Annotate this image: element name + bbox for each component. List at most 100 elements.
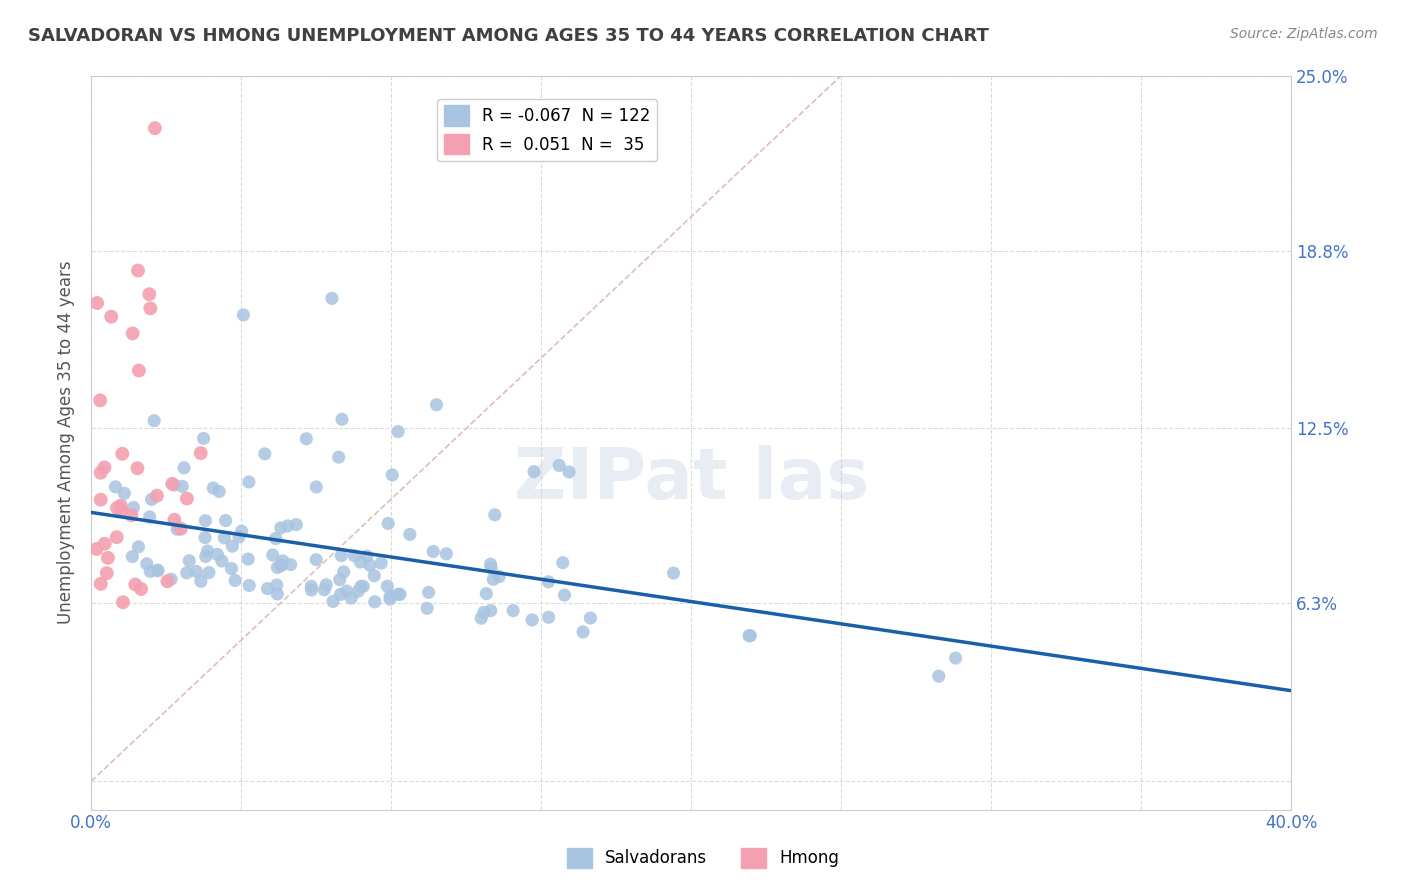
R = -0.067  N = 122 (176, 566, 198, 580)
R =  0.051  N =  35 (121, 326, 143, 341)
R = -0.067  N = 122 (349, 555, 371, 569)
R = -0.067  N = 122 (375, 579, 398, 593)
R = -0.067  N = 122 (740, 629, 762, 643)
R = -0.067  N = 122 (166, 522, 188, 536)
R = -0.067  N = 122 (146, 563, 169, 577)
Text: SALVADORAN VS HMONG UNEMPLOYMENT AMONG AGES 35 TO 44 YEARS CORRELATION CHART: SALVADORAN VS HMONG UNEMPLOYMENT AMONG A… (28, 27, 988, 45)
R =  0.051  N =  35 (111, 595, 134, 609)
R =  0.051  N =  35 (97, 550, 120, 565)
R =  0.051  N =  35 (96, 566, 118, 580)
R = -0.067  N = 122 (416, 601, 439, 615)
R =  0.051  N =  35 (139, 301, 162, 316)
R = -0.067  N = 122 (364, 595, 387, 609)
R = -0.067  N = 122 (356, 549, 378, 563)
R = -0.067  N = 122 (482, 572, 505, 586)
R = -0.067  N = 122 (238, 475, 260, 489)
R = -0.067  N = 122 (738, 629, 761, 643)
R = -0.067  N = 122 (332, 565, 354, 579)
R =  0.051  N =  35 (93, 460, 115, 475)
R = -0.067  N = 122 (387, 587, 409, 601)
R = -0.067  N = 122 (277, 519, 299, 533)
R = -0.067  N = 122 (202, 481, 225, 495)
R = -0.067  N = 122 (179, 554, 201, 568)
Text: ZIPat las: ZIPat las (513, 445, 869, 514)
R =  0.051  N =  35 (86, 541, 108, 556)
R = -0.067  N = 122 (537, 610, 560, 624)
R = -0.067  N = 122 (163, 478, 186, 492)
R =  0.051  N =  35 (90, 576, 112, 591)
R = -0.067  N = 122 (945, 651, 967, 665)
R = -0.067  N = 122 (143, 414, 166, 428)
R = -0.067  N = 122 (138, 510, 160, 524)
R = -0.067  N = 122 (190, 574, 212, 589)
R = -0.067  N = 122 (399, 527, 422, 541)
R = -0.067  N = 122 (104, 480, 127, 494)
R = -0.067  N = 122 (470, 611, 492, 625)
R = -0.067  N = 122 (146, 564, 169, 578)
R = -0.067  N = 122 (418, 585, 440, 599)
R =  0.051  N =  35 (110, 503, 132, 517)
R = -0.067  N = 122 (321, 292, 343, 306)
R = -0.067  N = 122 (434, 547, 457, 561)
R =  0.051  N =  35 (146, 489, 169, 503)
R = -0.067  N = 122 (329, 587, 352, 601)
R = -0.067  N = 122 (266, 587, 288, 601)
R = -0.067  N = 122 (479, 604, 502, 618)
R = -0.067  N = 122 (370, 556, 392, 570)
Y-axis label: Unemployment Among Ages 35 to 44 years: Unemployment Among Ages 35 to 44 years (58, 260, 75, 624)
R = -0.067  N = 122 (422, 544, 444, 558)
R =  0.051  N =  35 (128, 363, 150, 377)
R = -0.067  N = 122 (551, 556, 574, 570)
R = -0.067  N = 122 (160, 572, 183, 586)
R = -0.067  N = 122 (211, 554, 233, 568)
R = -0.067  N = 122 (197, 544, 219, 558)
R = -0.067  N = 122 (266, 560, 288, 574)
R = -0.067  N = 122 (347, 584, 370, 599)
R = -0.067  N = 122 (330, 549, 353, 563)
R =  0.051  N =  35 (176, 491, 198, 506)
R = -0.067  N = 122 (112, 486, 135, 500)
R =  0.051  N =  35 (120, 508, 142, 523)
R = -0.067  N = 122 (172, 479, 194, 493)
R = -0.067  N = 122 (193, 431, 215, 445)
R =  0.051  N =  35 (110, 499, 132, 513)
R = -0.067  N = 122 (558, 465, 581, 479)
R =  0.051  N =  35 (170, 522, 193, 536)
R = -0.067  N = 122 (271, 554, 294, 568)
R = -0.067  N = 122 (305, 480, 328, 494)
R =  0.051  N =  35 (100, 310, 122, 324)
R = -0.067  N = 122 (194, 531, 217, 545)
R = -0.067  N = 122 (270, 558, 292, 573)
R =  0.051  N =  35 (93, 537, 115, 551)
R =  0.051  N =  35 (138, 287, 160, 301)
R = -0.067  N = 122 (264, 532, 287, 546)
R = -0.067  N = 122 (479, 561, 502, 575)
R = -0.067  N = 122 (350, 579, 373, 593)
R = -0.067  N = 122 (186, 565, 208, 579)
R = -0.067  N = 122 (484, 508, 506, 522)
R =  0.051  N =  35 (124, 577, 146, 591)
R = -0.067  N = 122 (330, 412, 353, 426)
R =  0.051  N =  35 (127, 263, 149, 277)
R = -0.067  N = 122 (359, 558, 381, 573)
Legend: Salvadorans, Hmong: Salvadorans, Hmong (561, 841, 845, 875)
R = -0.067  N = 122 (141, 492, 163, 507)
R = -0.067  N = 122 (336, 584, 359, 599)
R = -0.067  N = 122 (208, 484, 231, 499)
R =  0.051  N =  35 (105, 500, 128, 515)
R = -0.067  N = 122 (425, 398, 447, 412)
R =  0.051  N =  35 (86, 296, 108, 310)
R =  0.051  N =  35 (105, 12, 128, 26)
R =  0.051  N =  35 (129, 582, 152, 596)
R = -0.067  N = 122 (299, 579, 322, 593)
R = -0.067  N = 122 (253, 447, 276, 461)
R = -0.067  N = 122 (135, 557, 157, 571)
R = -0.067  N = 122 (173, 460, 195, 475)
R = -0.067  N = 122 (232, 308, 254, 322)
R =  0.051  N =  35 (90, 492, 112, 507)
R = -0.067  N = 122 (127, 540, 149, 554)
R = -0.067  N = 122 (363, 568, 385, 582)
R = -0.067  N = 122 (238, 552, 260, 566)
R =  0.051  N =  35 (127, 461, 149, 475)
R = -0.067  N = 122 (231, 524, 253, 539)
